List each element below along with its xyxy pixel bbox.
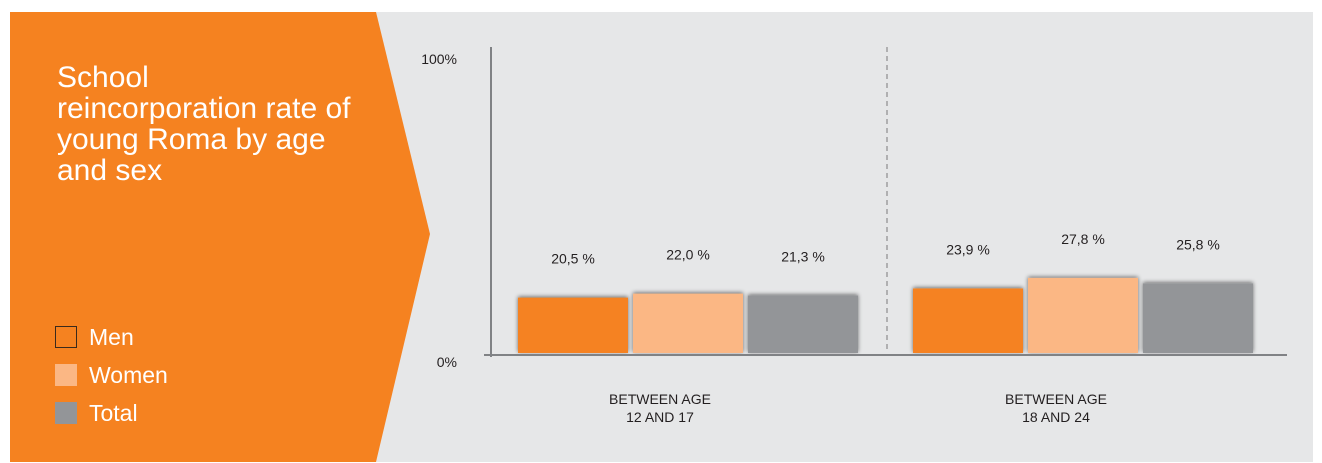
legend-label-total: Total	[89, 399, 138, 426]
legend-item-men: Men	[55, 318, 168, 356]
bar-women-group-1	[633, 293, 743, 353]
x-tick-label-group-2-line-1: BETWEEN AGE	[1005, 391, 1107, 407]
legend-label-women: Women	[89, 361, 168, 388]
y-tick-label-min: 0%	[437, 354, 457, 370]
legend-item-total: Total	[55, 394, 168, 432]
data-label-total-group-1: 21,3 %	[781, 248, 825, 264]
legend-swatch-women	[55, 364, 77, 386]
data-label-women-group-1: 22,0 %	[666, 247, 710, 263]
y-tick-label-max: 100%	[421, 51, 457, 67]
bar-men-group-2	[913, 288, 1023, 353]
x-tick-label-group-1-line-1: BETWEEN AGE	[609, 391, 711, 407]
legend-swatch-total	[55, 402, 77, 424]
arrow-shape	[10, 12, 430, 462]
bar-total-group-2	[1143, 283, 1253, 353]
legend-label-men: Men	[89, 323, 134, 350]
data-label-men-group-2: 23,9 %	[946, 241, 990, 257]
bar-women-group-2	[1028, 277, 1138, 353]
legend: Men Women Total	[55, 318, 168, 432]
legend-swatch-men	[55, 326, 77, 348]
x-tick-label-group-1-line-2: 12 AND 17	[626, 409, 694, 425]
bar-total-group-1	[748, 295, 858, 353]
bar-men-group-1	[518, 297, 628, 353]
data-label-men-group-1: 20,5 %	[551, 251, 595, 267]
data-label-total-group-2: 25,8 %	[1176, 236, 1220, 252]
title-arrow-banner	[10, 12, 430, 462]
legend-item-women: Women	[55, 356, 168, 394]
chart-title: School reincorporation rate of young Rom…	[57, 61, 351, 187]
data-label-women-group-2: 27,8 %	[1061, 231, 1105, 247]
x-tick-label-group-2-line-2: 18 AND 24	[1022, 409, 1090, 425]
